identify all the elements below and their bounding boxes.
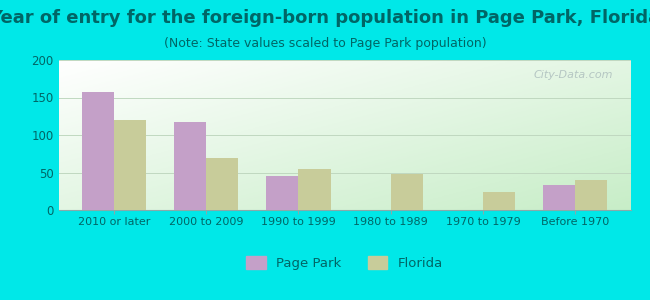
Bar [174, 122, 206, 210]
Bar [483, 192, 515, 210]
Legend: Page Park, Florida: Page Park, Florida [240, 250, 448, 275]
Bar [543, 185, 575, 210]
Text: City-Data.com: City-Data.com [534, 70, 614, 80]
Bar [81, 92, 114, 210]
Bar [575, 180, 608, 210]
Bar [266, 176, 298, 210]
Text: (Note: State values scaled to Page Park population): (Note: State values scaled to Page Park … [164, 38, 486, 50]
Bar [298, 169, 331, 210]
Bar [206, 158, 239, 210]
Bar [114, 120, 146, 210]
Bar [391, 174, 423, 210]
Text: Year of entry for the foreign-born population in Page Park, Florida: Year of entry for the foreign-born popul… [0, 9, 650, 27]
